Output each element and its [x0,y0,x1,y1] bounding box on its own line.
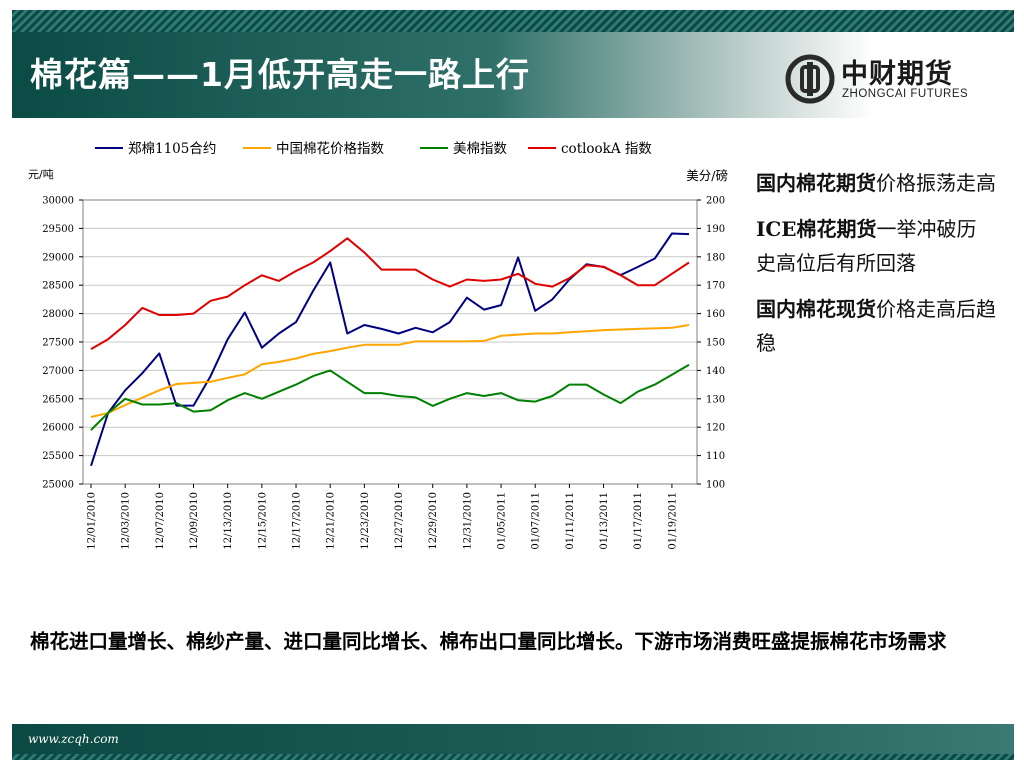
x-tick-label: 12/15/2010 [257,492,268,550]
x-tick-label: 12/07/2010 [155,492,166,550]
x-tick-label: 01/19/2011 [667,492,678,550]
x-tick-label: 12/17/2010 [292,492,303,550]
legend-label-3: 美棉指数 [453,141,507,157]
x-tick-label: 01/13/2011 [599,492,610,550]
right-tick-label: 200 [706,196,725,207]
side-note-3: 国内棉花现货价格走高后趋稳 [756,292,996,360]
right-tick-label: 130 [706,394,725,405]
left-axis-label: 元/吨 [28,168,54,181]
cotton-price-chart: 25000 25500 26000 26500 27000 27500 28000 28500… [28,141,728,550]
right-tick-label: 110 [706,451,725,462]
series-line-4 [90,237,690,350]
right-tick-label: 190 [706,224,725,235]
x-tick-label: 12/13/2010 [223,492,234,550]
zhongcai-logo-icon [785,54,835,104]
left-tick-label: 30000 [42,196,74,207]
footer-bar [12,724,1014,754]
top-stripe [12,10,1014,32]
left-tick-label: 25000 [42,480,74,491]
side-note-1-rest: 价格振荡走高 [876,171,996,195]
x-tick-label: 12/01/2010 [87,492,98,550]
left-tick-label: 29000 [42,252,74,263]
right-tick-label: 100 [706,480,725,491]
x-tick-label: 12/03/2010 [121,492,132,550]
right-tick-label: 150 [706,338,725,349]
x-tick-label: 12/27/2010 [394,492,405,550]
left-tick-label: 25500 [42,451,74,462]
legend-label-4: cotlookA 指数 [561,141,652,157]
right-tick-label: 140 [706,366,725,377]
side-note-3-bold: 国内棉花现货 [756,297,876,321]
side-notes: 国内棉花期货价格振荡走高 ICE棉花期货一举冲破历史高位后有所回落 国内棉花现货… [756,166,996,372]
page-title: 棉花篇——1月低开高走一路上行 [30,55,530,94]
series-line-3 [90,363,690,431]
x-tick-label: 01/07/2011 [531,492,542,550]
series-line-1 [90,232,690,467]
right-tick-label: 170 [706,281,725,292]
left-tick-label: 26000 [42,423,74,434]
legend-label-2: 中国棉花价格指数 [276,141,384,157]
left-tick-label: 26500 [42,394,74,405]
footer-url[interactable]: www.zcqh.com [28,732,119,746]
left-tick-label: 28000 [42,309,74,320]
right-tick-label: 160 [706,309,725,320]
x-tick-label: 12/09/2010 [189,492,200,550]
x-tick-label: 12/29/2010 [428,492,439,550]
right-tick-label: 180 [706,252,725,263]
side-note-3-rest: 价格走高后趋稳 [756,297,996,355]
title-bar [12,32,1014,118]
side-note-1-bold: 国内棉花期货 [756,171,876,195]
x-tick-label: 12/31/2010 [462,492,473,550]
series-line-2 [90,324,690,418]
right-tick-label: 120 [706,423,725,434]
side-note-2-bold: ICE棉花期货 [756,217,877,241]
x-tick-label: 01/11/2011 [565,492,576,550]
left-tick-label: 28500 [42,281,74,292]
bottom-summary: 棉花进口量增长、棉纱产量、进口量同比增长、棉布出口量同比增长。下游市场消费旺盛提… [30,630,947,653]
left-tick-label: 27500 [42,338,74,349]
x-tick-label: 12/21/2010 [326,492,337,550]
side-note-2: ICE棉花期货一举冲破历史高位后有所回落 [756,212,996,280]
logo-text-en: ZHONGCAI FUTURES [842,88,969,100]
legend-label-1: 郑棉1105合约 [128,141,216,157]
x-tick-label: 01/17/2011 [633,492,644,550]
side-note-1: 国内棉花期货价格振荡走高 [756,166,996,200]
right-axis-label: 美分/磅 [686,168,728,183]
x-tick-label: 01/05/2011 [497,492,508,550]
left-tick-label: 29500 [42,224,74,235]
side-note-2-rest: 一举冲破历史高位后有所回落 [756,217,977,275]
left-tick-label: 27000 [42,366,74,377]
footer-stripe [12,754,1014,760]
x-tick-label: 12/23/2010 [360,492,371,550]
logo-text-cn: 中财期货 [841,59,953,90]
company-logo: 中财期货 ZHONGCAI FUTURES [785,52,975,108]
